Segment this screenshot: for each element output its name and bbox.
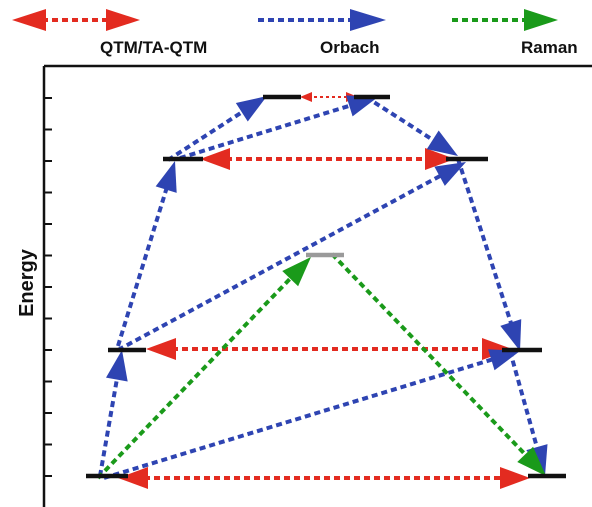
transition-dashed-line	[456, 158, 514, 327]
orbach-arrow	[116, 161, 177, 347]
arrow-head-icon	[425, 148, 455, 170]
arrow-head-icon	[426, 130, 458, 156]
legend-qtm-arrow	[12, 9, 140, 31]
orbach-arrow	[179, 95, 378, 160]
legend-qtm-label: QTM/TA-QTM	[100, 38, 207, 57]
legend-raman-arrow	[452, 9, 558, 31]
legend-raman-arrow-icon	[452, 9, 558, 31]
arrow-head-icon	[106, 9, 140, 31]
legend: QTM/TA-QTM Orbach Raman	[12, 9, 578, 57]
legend-orbach-arrow	[258, 9, 386, 31]
arrow-head-icon	[146, 338, 176, 360]
arrow-head-icon	[350, 9, 386, 31]
orbach-arrow	[456, 158, 522, 351]
plot-frame	[42, 64, 592, 507]
transition-dashed-line	[96, 274, 295, 480]
transition-dashed-line	[179, 102, 354, 160]
arrow-head-icon	[517, 446, 546, 476]
arrow-head-icon	[300, 92, 312, 102]
orbach-arrow	[117, 162, 466, 352]
arrow-head-icon	[282, 257, 311, 287]
arrow-head-icon	[155, 161, 177, 193]
arrow-head-icon	[118, 467, 148, 489]
transition-dashed-line	[330, 252, 530, 459]
arrow-head-icon	[12, 9, 46, 31]
raman-arrow	[330, 252, 546, 476]
energy-levels	[86, 94, 566, 479]
orbach-arrow	[103, 349, 520, 480]
raman-arrow	[96, 257, 311, 480]
arrow-head-icon	[488, 349, 520, 371]
arrow-head-icon	[482, 338, 512, 360]
orbach-arrow	[364, 95, 458, 156]
transition-dashed-line	[116, 185, 170, 347]
transition-dashed-line	[364, 95, 438, 144]
y-axis-label: Energy	[16, 248, 38, 317]
arrow-head-icon	[524, 9, 558, 31]
orbach-arrow	[98, 350, 128, 477]
transition-dashed-line	[166, 108, 247, 162]
arrow-head-icon	[235, 96, 267, 122]
transition-dashed-line	[508, 350, 540, 452]
transition-dashed-line	[103, 356, 496, 480]
legend-qtm-arrow-icon	[12, 9, 140, 31]
arrow-head-icon	[106, 350, 128, 382]
transition-arrows	[96, 92, 548, 489]
legend-raman-label: Raman	[521, 38, 578, 57]
legend-orbach-label: Orbach	[320, 38, 380, 57]
transition-dashed-line	[98, 375, 120, 477]
orbach-arrow	[166, 96, 267, 162]
arrow-head-icon	[434, 162, 466, 186]
arrow-head-icon	[500, 319, 522, 351]
arrow-head-icon	[500, 467, 530, 489]
qtm-arrow	[200, 148, 455, 170]
qtm-arrow	[118, 467, 530, 489]
legend-orbach-arrow-icon	[258, 9, 386, 31]
transition-dashed-line	[117, 172, 445, 352]
y-axis-ticks	[44, 97, 52, 477]
qtm-arrow	[146, 338, 512, 360]
arrow-head-icon	[200, 148, 230, 170]
